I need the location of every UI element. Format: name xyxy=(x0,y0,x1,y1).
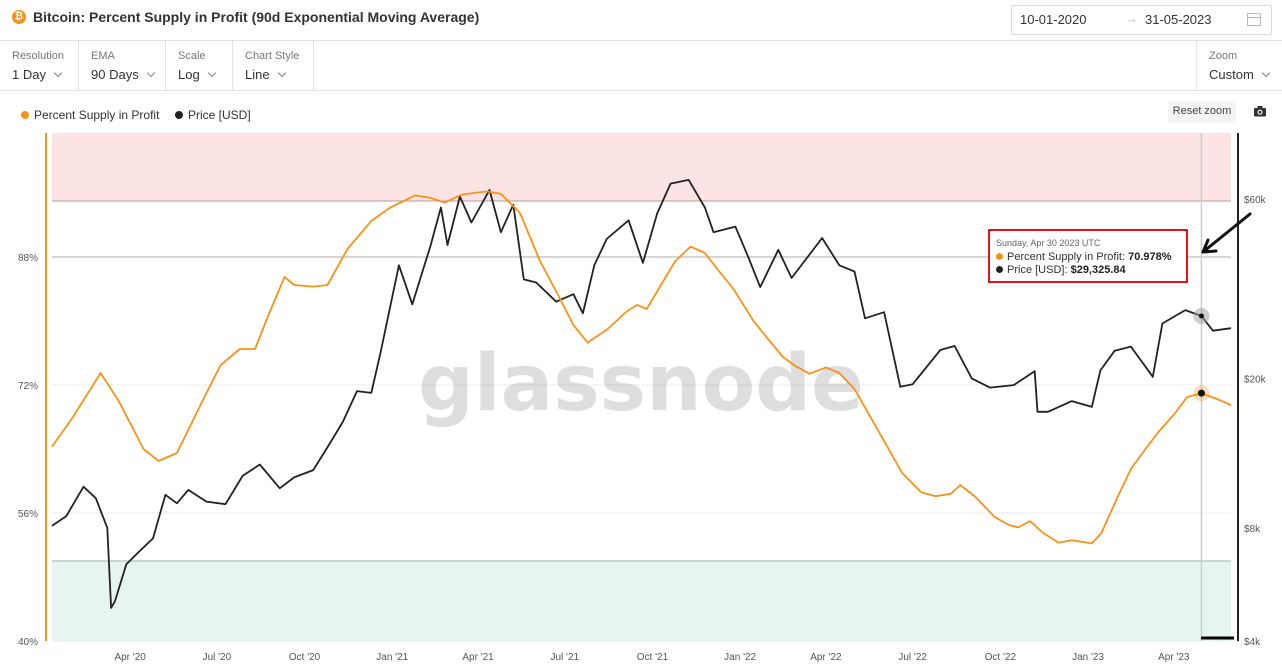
x-tick-label: Oct '21 xyxy=(637,652,669,663)
legend-label-price: Price [USD] xyxy=(188,108,251,122)
scale-value: Log xyxy=(178,67,200,82)
zoom-value: Custom xyxy=(1209,67,1254,82)
supply-dot-icon xyxy=(21,111,29,119)
x-tick-label: Oct '20 xyxy=(289,652,321,663)
supply-dot-icon xyxy=(996,253,1003,260)
lower-band xyxy=(52,561,1231,641)
x-tick-label: Jul '20 xyxy=(203,652,232,663)
x-tick-label: Jan '21 xyxy=(376,652,408,663)
tooltip-date: Sunday, Apr 30 2023 UTC xyxy=(996,238,1101,248)
chart-style-dropdown[interactable]: Chart Style Line xyxy=(233,41,314,90)
x-tick-label: Jan '23 xyxy=(1072,652,1104,663)
tooltip-supply-row: Percent Supply in Profit: 70.978% xyxy=(996,251,1172,263)
chart-tooltip: Sunday, Apr 30 2023 UTC Percent Supply i… xyxy=(988,229,1188,283)
x-tick-label: Oct '22 xyxy=(985,652,1017,663)
tooltip-supply-value: 70.978% xyxy=(1128,251,1172,263)
upper-band xyxy=(52,133,1231,201)
price-dot-icon xyxy=(175,111,183,119)
chart-controls: Resolution 1 Day EMA 90 Days Scale Log C… xyxy=(0,41,1282,91)
chart-style-value: Line xyxy=(245,67,270,82)
date-range-picker[interactable]: 10-01-2020 → 31-05-2023 xyxy=(1011,5,1272,35)
tooltip-price-label: Price [USD]: xyxy=(1007,264,1068,276)
hover-markers xyxy=(1193,307,1210,402)
price-hover-marker xyxy=(1198,313,1204,319)
left-tick-label: 88% xyxy=(18,253,38,264)
right-tick-label: $20k xyxy=(1244,374,1267,385)
scale-dropdown[interactable]: Scale Log xyxy=(166,41,233,90)
ema-dropdown[interactable]: EMA 90 Days xyxy=(79,41,166,90)
arrow-right-icon: → xyxy=(1125,11,1138,26)
x-tick-label: Jan '22 xyxy=(724,652,756,663)
tooltip-price-value: $29,325.84 xyxy=(1070,264,1126,276)
reset-zoom-button[interactable]: Reset zoom xyxy=(1168,101,1236,123)
date-end-input[interactable]: 31-05-2023 xyxy=(1145,12,1212,27)
left-tick-label: 72% xyxy=(18,381,38,392)
left-tick-label: 56% xyxy=(18,509,38,520)
x-tick-label: Apr '21 xyxy=(462,652,494,663)
ema-value: 90 Days xyxy=(91,67,139,82)
legend-label-supply: Percent Supply in Profit xyxy=(34,108,160,122)
x-axis: Apr '20 Jul '20 Oct '20 Jan '21 Apr '21 Jul '… xyxy=(114,652,1189,663)
x-tick-label: Apr '22 xyxy=(810,652,842,663)
chart-header: ₿ Bitcoin: Percent Supply in Profit (90d… xyxy=(0,0,1282,41)
left-axis: 40% 56% 72% 88% xyxy=(18,253,38,648)
tooltip-supply-label: Percent Supply in Profit: xyxy=(1007,251,1126,263)
scale-label: Scale xyxy=(178,50,206,62)
resolution-dropdown[interactable]: Resolution 1 Day xyxy=(0,41,79,90)
annotation-arrow xyxy=(1201,212,1252,254)
right-tick-label: $4k xyxy=(1244,637,1261,648)
chart-style-label: Chart Style xyxy=(245,50,300,62)
supply-series-line[interactable] xyxy=(51,190,1232,545)
price-series-line[interactable] xyxy=(51,179,1232,609)
date-start-input[interactable]: 10-01-2020 xyxy=(1020,12,1087,27)
x-tick-label: Jul '22 xyxy=(898,652,927,663)
zoom-label: Zoom xyxy=(1209,50,1238,62)
right-tick-label: $8k xyxy=(1244,524,1261,535)
resolution-label: Resolution xyxy=(12,50,64,62)
camera-icon[interactable] xyxy=(1253,104,1267,118)
x-tick-label: Jul '21 xyxy=(550,652,579,663)
price-dot-icon xyxy=(996,266,1003,273)
right-tick-label: $60k xyxy=(1244,195,1267,206)
zoom-dropdown[interactable]: Zoom Custom xyxy=(1196,41,1282,90)
watermark: glassnode xyxy=(418,339,864,429)
supply-hover-marker xyxy=(1197,389,1205,397)
calendar-icon[interactable] xyxy=(1247,13,1261,26)
ema-label: EMA xyxy=(91,50,115,62)
legend-item-price[interactable]: Price [USD] xyxy=(175,108,251,122)
legend-item-supply[interactable]: Percent Supply in Profit xyxy=(21,108,159,122)
x-tick-label: Apr '20 xyxy=(114,652,146,663)
resolution-value: 1 Day xyxy=(12,67,46,82)
chart-title: Bitcoin: Percent Supply in Profit (90d E… xyxy=(33,9,480,25)
tooltip-price-row: Price [USD]: $29,325.84 xyxy=(996,264,1126,276)
left-tick-label: 40% xyxy=(18,637,38,648)
bitcoin-icon: ₿ xyxy=(12,10,26,24)
right-axis: $4k $8k $20k $60k xyxy=(1244,195,1267,648)
x-tick-label: Apr '23 xyxy=(1158,652,1190,663)
